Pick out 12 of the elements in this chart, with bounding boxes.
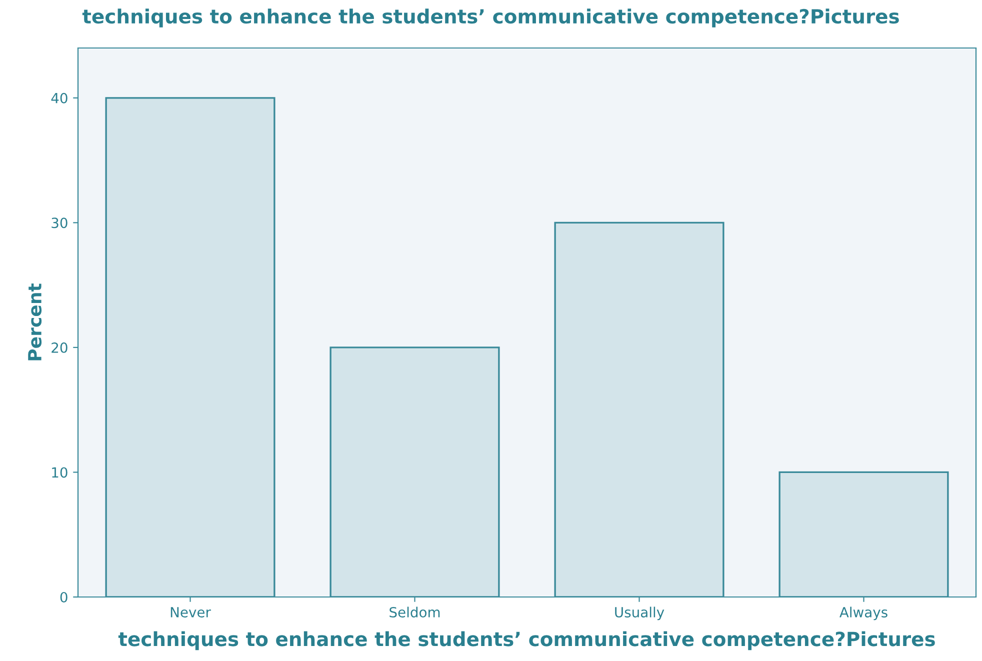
y-tick-label: 40 — [51, 92, 68, 104]
x-tick-label: Always — [840, 606, 888, 620]
x-tick-label: Never — [170, 607, 211, 618]
x-axis-title: techniques to enhance the students’ communicative competence?Pictures — [118, 631, 935, 650]
y-tick-label: 30 — [52, 218, 68, 228]
y-tick-label: 10 — [52, 467, 68, 478]
x-tick-label: Seldom — [390, 606, 440, 618]
chart-title: techniques to enhance the students’ communicative competence?Pictures — [82, 8, 899, 28]
y-tick-label: 20 — [52, 342, 68, 353]
x-tick-label: Usually — [615, 606, 664, 620]
y-tick-label: 0 — [60, 592, 68, 602]
y-axis-title: Percent — [28, 284, 42, 360]
